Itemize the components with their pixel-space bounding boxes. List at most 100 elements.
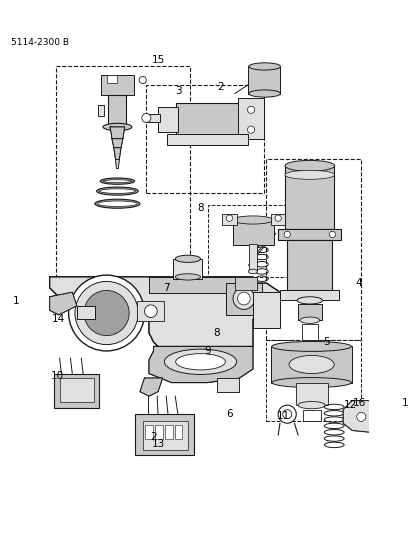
Circle shape — [248, 106, 255, 114]
Bar — [271, 346, 352, 383]
Bar — [280, 289, 339, 301]
Bar — [145, 425, 153, 440]
Polygon shape — [114, 148, 121, 159]
Bar — [235, 277, 257, 290]
Bar — [271, 214, 286, 224]
Ellipse shape — [272, 342, 351, 351]
Bar — [175, 425, 182, 440]
Polygon shape — [149, 346, 253, 383]
Bar — [101, 76, 134, 95]
Ellipse shape — [298, 401, 325, 409]
Ellipse shape — [103, 180, 132, 182]
Ellipse shape — [300, 317, 320, 324]
Text: 16: 16 — [353, 398, 366, 408]
Ellipse shape — [297, 297, 322, 304]
Text: 12: 12 — [344, 400, 357, 410]
Text: 14: 14 — [52, 314, 65, 325]
Text: 13: 13 — [151, 439, 165, 449]
Circle shape — [75, 281, 138, 345]
Ellipse shape — [103, 123, 132, 131]
Bar — [137, 301, 164, 321]
Bar — [233, 220, 274, 245]
Bar — [173, 259, 202, 279]
Text: 5114-2300 B: 5114-2300 B — [11, 37, 69, 46]
Ellipse shape — [175, 274, 200, 280]
Bar — [266, 340, 361, 422]
Polygon shape — [77, 306, 95, 319]
Bar — [296, 383, 328, 405]
Circle shape — [144, 305, 157, 318]
Bar — [146, 114, 160, 122]
Ellipse shape — [164, 349, 237, 375]
Circle shape — [226, 215, 233, 221]
Bar — [226, 283, 262, 315]
Ellipse shape — [248, 269, 257, 274]
Bar — [149, 277, 253, 293]
Ellipse shape — [285, 171, 335, 179]
Ellipse shape — [97, 187, 138, 195]
Bar — [56, 67, 190, 279]
Bar — [146, 85, 264, 193]
Circle shape — [237, 292, 250, 305]
Bar — [143, 422, 188, 450]
Ellipse shape — [272, 377, 351, 387]
Ellipse shape — [100, 178, 135, 184]
Circle shape — [84, 290, 129, 336]
Text: 3: 3 — [175, 86, 182, 96]
Text: 1: 1 — [13, 296, 20, 306]
Bar — [248, 67, 280, 93]
Polygon shape — [112, 139, 123, 148]
Circle shape — [139, 76, 146, 84]
Polygon shape — [115, 159, 119, 168]
Bar — [222, 214, 237, 224]
Text: 11: 11 — [277, 411, 290, 421]
Bar — [303, 410, 321, 422]
Circle shape — [142, 114, 151, 123]
Ellipse shape — [285, 160, 335, 171]
Circle shape — [357, 413, 366, 422]
Ellipse shape — [175, 255, 200, 262]
Text: 17: 17 — [401, 398, 408, 408]
Circle shape — [283, 410, 292, 419]
Bar — [238, 98, 264, 139]
Circle shape — [329, 231, 335, 238]
Bar — [278, 229, 341, 240]
Polygon shape — [217, 378, 239, 392]
Circle shape — [233, 288, 255, 309]
Ellipse shape — [98, 201, 137, 206]
Bar — [253, 292, 280, 328]
Polygon shape — [140, 378, 162, 396]
Ellipse shape — [95, 199, 140, 208]
Ellipse shape — [100, 189, 135, 193]
Polygon shape — [343, 401, 384, 432]
Bar — [298, 304, 322, 320]
Circle shape — [275, 215, 282, 221]
Ellipse shape — [176, 354, 225, 370]
Polygon shape — [50, 277, 280, 360]
Ellipse shape — [249, 90, 280, 97]
Text: 8: 8 — [197, 203, 204, 213]
Text: 15: 15 — [151, 55, 165, 65]
Bar — [287, 240, 333, 289]
Circle shape — [284, 231, 290, 238]
Bar — [109, 95, 126, 127]
Polygon shape — [50, 292, 77, 315]
Bar — [302, 324, 318, 340]
Bar — [60, 378, 94, 401]
Text: 6: 6 — [226, 409, 233, 419]
Ellipse shape — [233, 216, 273, 224]
Polygon shape — [98, 106, 104, 116]
Text: 2: 2 — [217, 82, 224, 92]
Text: 2: 2 — [150, 432, 157, 442]
Bar — [208, 205, 312, 277]
Bar — [176, 102, 239, 137]
Polygon shape — [110, 127, 125, 139]
Text: 7: 7 — [163, 282, 169, 293]
Bar — [54, 374, 100, 408]
Bar — [165, 425, 173, 440]
Text: 5: 5 — [324, 337, 330, 347]
Bar — [167, 134, 248, 145]
Circle shape — [69, 275, 144, 351]
Ellipse shape — [289, 356, 334, 374]
Bar — [155, 425, 162, 440]
